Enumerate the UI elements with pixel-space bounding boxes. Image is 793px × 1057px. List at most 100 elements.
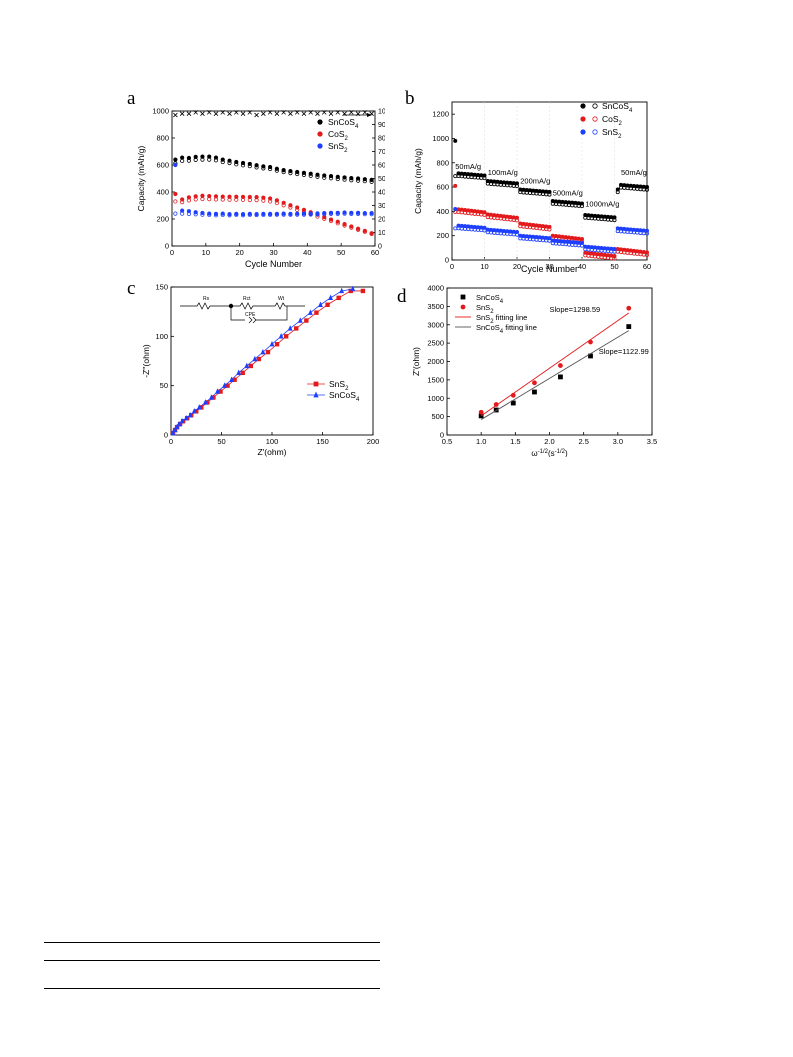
c-point — [336, 295, 341, 301]
b-discharge-point — [638, 249, 643, 254]
b-legend-marker-open — [592, 103, 598, 109]
b-discharge-point — [492, 213, 497, 218]
c-point — [202, 399, 208, 405]
b-discharge-point — [644, 185, 649, 190]
a-discharge-point — [362, 177, 367, 182]
b-discharge-point — [469, 224, 474, 229]
d-point — [510, 400, 516, 406]
b-discharge-point — [466, 172, 471, 177]
d-x-tick-label: 2.0 — [544, 437, 554, 446]
a-discharge-point — [193, 210, 198, 215]
a-y-tick-label: 600 — [156, 161, 169, 170]
b-discharge-point — [553, 238, 558, 243]
b-discharge-point — [498, 180, 503, 185]
d-x-tick-label: 2.5 — [578, 437, 588, 446]
b-discharge-point — [618, 226, 623, 231]
a-ce-point — [281, 110, 286, 115]
b-discharge-point — [579, 240, 584, 245]
b-y-tick-label: 200 — [436, 231, 449, 240]
a-discharge-point — [207, 193, 212, 199]
b-discharge-point — [534, 235, 539, 240]
b-discharge-point — [511, 181, 516, 186]
a-y2-tick-label: 70 — [378, 149, 385, 156]
b-discharge-point — [641, 184, 646, 189]
a-y2-tick-label: 0 — [378, 244, 382, 251]
b-discharge-point — [482, 173, 487, 178]
c-point — [183, 414, 189, 421]
b-charge-point — [453, 226, 458, 231]
a-legend-label: SnCoS4 — [328, 117, 359, 130]
a-y2-tick-label: 30 — [378, 203, 385, 210]
b-discharge-point — [528, 188, 533, 193]
c-point — [314, 310, 319, 315]
b-discharge-point — [553, 234, 558, 239]
c-circuit-wire — [180, 302, 305, 310]
b-discharge-point — [495, 228, 500, 233]
a-x-tick-label: 50 — [337, 248, 345, 257]
a-discharge-point — [342, 222, 347, 227]
b-discharge-point — [589, 245, 594, 250]
b-discharge-point — [635, 249, 640, 254]
a-discharge-point — [213, 211, 219, 216]
a-discharge-point — [308, 171, 313, 176]
b-legend-marker-filled — [580, 116, 586, 122]
a-x-tick-label: 20 — [235, 248, 243, 257]
a-discharge-point — [213, 194, 219, 199]
b-discharge-point — [472, 224, 477, 229]
b-discharge-point — [570, 235, 575, 240]
b-rate-label: 1000mA/g — [585, 200, 619, 209]
b-x-tick-label: 40 — [578, 262, 586, 271]
a-discharge-point — [281, 211, 286, 216]
a-ce-point — [308, 110, 313, 115]
c-legend-label: SnCoS4 — [329, 390, 360, 403]
c-legend-marker — [313, 381, 319, 387]
a-discharge-point — [355, 226, 361, 231]
b-discharge-point — [622, 183, 627, 188]
b-discharge-point — [476, 225, 481, 230]
b-series-0 — [453, 138, 649, 223]
c-x-tick-label: 200 — [367, 437, 380, 446]
b-discharge-point — [547, 224, 552, 229]
a-x-axis-title: Cycle Number — [245, 259, 302, 269]
a-discharge-point — [173, 162, 178, 168]
b-discharge-point — [589, 251, 594, 256]
c-point — [236, 369, 242, 376]
a-discharge-point — [254, 163, 259, 168]
d-x-tick-label: 0.5 — [442, 437, 452, 446]
b-discharge-point — [485, 227, 490, 232]
a-discharge-point — [349, 210, 354, 215]
b-legend-marker-filled — [580, 103, 586, 109]
a-discharge-point — [207, 211, 212, 216]
b-discharge-point — [453, 183, 458, 188]
c-point — [174, 423, 180, 430]
c-point — [294, 326, 299, 331]
a-discharge-point — [193, 154, 198, 160]
b-discharge-point — [583, 250, 588, 255]
a-x-tick-label: 60 — [371, 248, 379, 257]
b-discharge-point — [537, 189, 542, 194]
a-ce-point — [301, 111, 307, 116]
a-charge-point — [173, 199, 178, 204]
c-point — [215, 388, 220, 394]
b-discharge-point — [463, 208, 468, 213]
b-discharge-point — [631, 227, 636, 232]
a-discharge-point — [322, 173, 327, 178]
b-discharge-point — [508, 229, 513, 234]
b-discharge-point — [566, 200, 571, 205]
c-point — [248, 363, 253, 369]
a-ce-point — [227, 111, 232, 116]
a-discharge-point — [369, 231, 374, 236]
b-discharge-point — [540, 235, 545, 240]
b-discharge-point — [511, 229, 516, 234]
a-discharge-point — [281, 168, 286, 173]
a-coulombic-efficiency — [173, 110, 374, 118]
b-discharge-point — [589, 213, 594, 218]
a-ce-point — [267, 110, 273, 115]
b-discharge-point — [605, 253, 610, 258]
b-discharge-point — [544, 224, 549, 229]
a-discharge-point — [234, 159, 239, 165]
a-legend-marker — [317, 143, 323, 149]
b-discharge-point — [570, 200, 575, 205]
a-discharge-point — [288, 211, 293, 216]
c-plot-frame — [170, 286, 374, 436]
